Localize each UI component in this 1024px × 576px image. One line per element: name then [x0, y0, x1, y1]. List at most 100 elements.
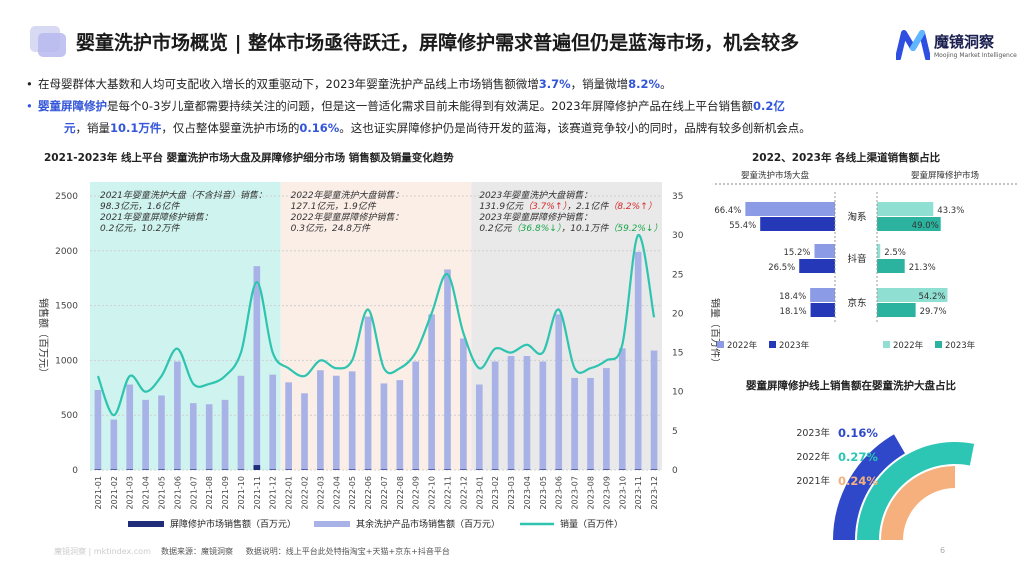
sales-bar	[237, 375, 245, 470]
share-value-label: 0.27%	[838, 450, 878, 464]
market-value-label: 18.4%	[779, 292, 806, 302]
y-tick-label: 0	[72, 466, 78, 476]
barrier-repair-bar	[603, 469, 610, 470]
year-background-2022	[280, 182, 472, 470]
annotation-span: 0.2亿元	[479, 223, 512, 234]
sales-bar	[253, 266, 261, 470]
x-tick-label: 2022-04	[332, 476, 341, 509]
sales-bar	[507, 356, 515, 470]
legend-label: 屏障修护市场销售额（百万元）	[170, 518, 296, 530]
annotation-text: 2022年婴童屏障修护销售：	[291, 212, 404, 223]
x-tick-label: 2021-09	[221, 476, 230, 509]
highlight-text: 8.2%	[628, 77, 661, 91]
x-tick-label: 2022-07	[380, 476, 389, 509]
y2-tick-label: 30	[672, 231, 684, 241]
annotation-text: 2021年婴童屏障修护销售：	[100, 212, 213, 223]
annotation-span: ，2.1亿件	[567, 201, 609, 212]
barrier-repair-bar	[523, 469, 531, 470]
barrier-repair-bar	[428, 469, 435, 470]
sales-bar	[650, 350, 658, 470]
barrier-repair-bar	[110, 469, 118, 470]
x-tick-label: 2023-08	[587, 476, 596, 509]
y2-axis-label: 销量（百万件）	[709, 298, 720, 368]
share-year-label: 2022年	[796, 451, 830, 463]
annotation-text: 131.9亿元（3.7%↑），2.1亿件（8.2%↑）	[479, 201, 656, 212]
sales-bar	[317, 370, 324, 470]
barrier-repair-bar	[555, 469, 563, 470]
market-bar	[760, 217, 835, 231]
data-note: 数据说明：线上平台此处特指淘宝+天猫+京东+抖音平台	[245, 547, 450, 556]
sales-bar	[348, 371, 356, 470]
sales-bar	[618, 348, 626, 470]
sales-bar	[603, 368, 610, 470]
group-title-barrier: 婴童屏障修护市场	[911, 170, 979, 181]
barrier-repair-bar	[332, 469, 340, 470]
barrier-repair-bar	[507, 469, 515, 470]
legend-swatch	[769, 341, 776, 348]
legend-label: 2022年	[727, 340, 758, 351]
annotation-text: 0.2亿元（36.8%↓），10.1万件（59.2%↓）	[479, 223, 662, 234]
sales-bar	[285, 382, 292, 470]
market-value-label: 26.5%	[768, 263, 795, 273]
barrier-repair-bar	[460, 469, 467, 470]
x-tick-label: 2023-02	[491, 476, 500, 509]
sales-bar	[491, 361, 499, 470]
y-tick-label: 500	[61, 411, 78, 421]
share-year-label: 2023年	[796, 427, 830, 439]
annotation-text: 2023年婴童屏障修护销售：	[479, 212, 592, 223]
x-tick-label: 2021-02	[110, 476, 119, 509]
x-tick-label: 2023-09	[602, 476, 611, 509]
barrier-value-label: 21.3%	[909, 263, 936, 273]
annotation-text: 0.3亿元，24.8万件	[291, 223, 371, 234]
barrier-repair-bar	[348, 469, 356, 470]
sales-bar	[221, 399, 229, 470]
barrier-bar	[877, 202, 934, 216]
share-chart: 2023年 0.16% 2022年 0.27% 2021年 0.24%	[796, 426, 975, 540]
title-decoration-accent	[38, 33, 66, 57]
channel-chart-title: 2022、2023年 各线上渠道销售额占比	[752, 152, 941, 164]
bullet-2: • 婴童屏障修护是每个0-3岁儿童都需要持续关注的问题，但是这一普适化需求目前未能…	[26, 99, 785, 113]
legend-swatch	[717, 341, 724, 348]
barrier-value-label: 2.5%	[884, 248, 906, 258]
sales-bar	[380, 383, 388, 470]
market-bar	[810, 303, 835, 317]
y2-tick-label: 35	[672, 192, 683, 202]
annotation-text: 2022年婴童洗护大盘销售：	[291, 190, 404, 201]
barrier-repair-bar	[158, 469, 165, 470]
x-tick-label: 2022-05	[348, 476, 357, 509]
highlight-text: 3.7%	[538, 77, 571, 91]
annotation-span: （36.8%↓）	[512, 223, 562, 234]
barrier-repair-bar	[142, 469, 149, 470]
y2-tick-label: 5	[672, 427, 678, 437]
sales-bar	[555, 314, 563, 470]
sales-bar	[412, 361, 420, 470]
share-year-label: 2021年	[796, 475, 830, 487]
annotation-text: 2023年婴童洗护大盘销售：	[479, 190, 592, 201]
x-tick-label: 2023-10	[618, 476, 627, 509]
x-tick-label: 2023-11	[634, 476, 643, 509]
barrier-bar	[877, 303, 916, 317]
sales-bar	[428, 314, 435, 470]
legend-label: 销量（百万件）	[560, 518, 623, 530]
bullet-segment: ，销量	[75, 121, 111, 135]
brand-logo-icon	[896, 30, 930, 60]
y2-tick-label: 0	[672, 466, 678, 476]
x-tick-label: 2022-09	[412, 476, 421, 509]
barrier-repair-bar	[285, 469, 292, 470]
highlight-text: 0.2亿	[753, 99, 785, 113]
sales-bar	[158, 395, 165, 470]
barrier-repair-bar	[634, 469, 642, 470]
channel-label: 淘系	[847, 211, 866, 223]
share-arc	[881, 466, 955, 540]
page-title: 婴童洗护市场概览 | 整体市场亟待跃迁，屏障修护需求普遍但仍是蓝海市场，机会较多	[76, 32, 800, 54]
sales-bar	[126, 384, 134, 470]
share-value-label: 0.16%	[838, 426, 878, 440]
legend-swatch-sales	[314, 521, 350, 527]
brand-logo-subtitle: Moojing Market Intelligence	[934, 52, 1017, 59]
barrier-repair-bar	[650, 469, 658, 470]
barrier-bar	[877, 259, 905, 273]
annotation-text: 98.3亿元，1.6亿件	[100, 201, 180, 212]
bullet-segment: ，销量微增	[570, 77, 629, 91]
x-tick-label: 2023-05	[539, 476, 548, 509]
